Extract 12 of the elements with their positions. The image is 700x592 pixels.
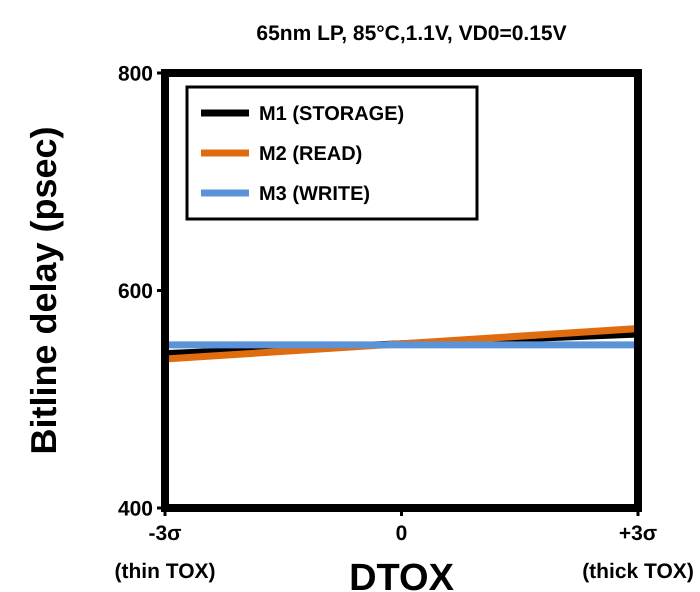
x-tick-label: -3σ (thin TOX)	[114, 522, 216, 583]
legend-label: M2 (READ)	[259, 143, 362, 165]
x-tick-label: 0	[396, 522, 408, 545]
legend-label: M1 (STORAGE)	[259, 103, 404, 125]
y-tick-label: 800	[118, 62, 153, 86]
legend-label: M3 (WRITE)	[259, 183, 370, 205]
x-tick-label: +3σ (thick TOX)	[582, 522, 694, 583]
y-axis-title: Bitline delay (psec)	[23, 126, 64, 455]
x-axis-title: DTOX	[349, 557, 455, 592]
y-tick-label: 400	[118, 497, 153, 520]
chart-title: 65nm LP, 85°C,1.1V, VD0=0.15V	[256, 22, 567, 45]
y-tick-label: 600	[118, 280, 153, 303]
